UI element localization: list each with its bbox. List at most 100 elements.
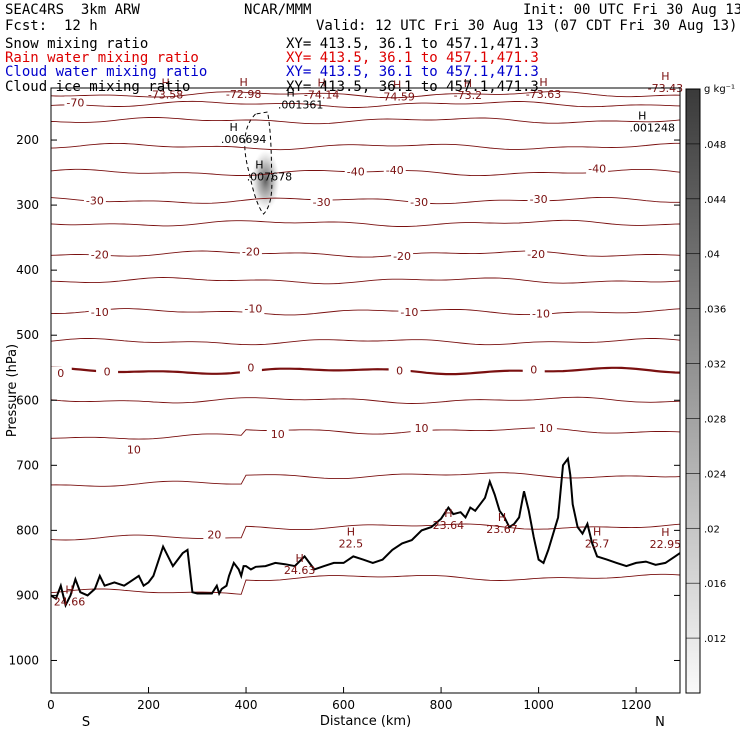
isotherm-line (51, 308, 680, 316)
contour-label: -20 (91, 249, 109, 262)
y-tick-label: 900 (16, 588, 39, 602)
y-tick-label: 200 (16, 133, 39, 147)
precip-shading-maximum (251, 150, 280, 211)
extremum-marker: H (239, 76, 247, 89)
contour-label: -10 (400, 306, 418, 319)
isotherm-line (51, 573, 680, 595)
isotherm-line (51, 366, 680, 376)
contour-label-bg (530, 307, 553, 320)
contour-label: 0 (247, 362, 254, 375)
x-tick-label: 400 (235, 698, 258, 712)
colorbar-unit: g kg⁻¹ (704, 84, 735, 95)
maximum-marker: H (255, 159, 263, 172)
contour-label: 0 (396, 364, 403, 377)
x-tick-label: 1200 (621, 698, 652, 712)
contour-label: 10 (127, 444, 141, 457)
colorbar-label: .04 (704, 250, 720, 261)
contour-label-bg (310, 195, 333, 208)
colorbar-label: .048 (704, 140, 726, 151)
contour-label-bg (388, 364, 411, 377)
plot-frame (50, 87, 681, 694)
extremum-marker: H (65, 583, 73, 596)
contour-label: -40 (347, 165, 365, 178)
contour-label: -20 (242, 245, 260, 258)
contour-label-bg (266, 428, 289, 441)
contour-label-bg (586, 162, 609, 175)
contour-label: -40 (386, 164, 404, 177)
isotherm-line (51, 472, 680, 487)
contour-label-bg (239, 361, 262, 374)
contour-label-bg (522, 363, 545, 376)
contour-label-bg (527, 193, 550, 206)
contour-label: -70 (66, 96, 84, 109)
extremum-value: -74.14 (304, 89, 339, 102)
contour-label-bg (203, 528, 226, 541)
extremum-marker: H (661, 70, 669, 83)
contour-label: -30 (410, 196, 428, 209)
colorbar-label: .032 (704, 360, 726, 371)
extremum-marker: H (498, 511, 506, 524)
extremum-value: 22.95 (650, 538, 682, 551)
x-tick-label: 600 (332, 698, 355, 712)
contour-label-bg (239, 245, 262, 258)
extremum-marker: H (661, 526, 669, 539)
isotherm-line (51, 117, 680, 125)
maximum-value: .001361 (278, 98, 324, 111)
field-name-snow: Snow mixing ratio (5, 36, 149, 52)
extremum-value: -73.43 (648, 82, 683, 95)
extremum-value: 23.67 (486, 523, 518, 536)
colorbar-label: .024 (704, 469, 726, 480)
contour-label-bg (383, 163, 406, 176)
extremum-value: -74.59 (379, 91, 414, 104)
isotherm-line (51, 523, 680, 541)
extremum-marker: H (317, 77, 325, 90)
contour-label-bg (242, 302, 265, 315)
extremum-marker: H (464, 77, 472, 90)
extremum-marker: H (444, 507, 452, 520)
contour-label-bg (391, 249, 414, 262)
isotherm-line (51, 338, 680, 346)
contour-label: -30 (313, 196, 331, 209)
contour-label-bg (88, 248, 111, 261)
y-tick-label: 800 (16, 523, 39, 537)
field-name-cloud-water: Cloud water mixing ratio (5, 64, 208, 80)
colorbar-label: .02 (704, 524, 720, 535)
contour-label: -20 (527, 248, 545, 261)
extremum-value: -73.63 (526, 88, 561, 101)
contour-label-bg (122, 443, 145, 456)
extremum-marker: H (161, 77, 169, 90)
contour-label-bg (96, 365, 119, 378)
x-tick-label: 200 (137, 698, 160, 712)
contour-label: -10 (91, 306, 109, 319)
field-xy-cloud-water: XY= 413.5, 36.1 to 457.1,471.3 (286, 64, 539, 80)
y-tick-label: 500 (16, 328, 39, 342)
field-xy-snow: XY= 413.5, 36.1 to 457.1,471.3 (286, 36, 539, 52)
y-tick-label: 400 (16, 263, 39, 277)
isotherm-line (51, 91, 680, 99)
isotherm-line (51, 100, 680, 108)
contour-label: 10 (271, 428, 285, 441)
model-title: SEAC4RS 3km ARW (5, 2, 140, 18)
contour-label: 10 (415, 422, 429, 435)
contour-label: -10 (532, 308, 550, 321)
y-tick-label: 300 (16, 198, 39, 212)
contour-label: -20 (393, 250, 411, 263)
extremum-value: 24.66 (54, 595, 86, 608)
extremum-value: 22.5 (339, 537, 364, 550)
extremum-value: -72.98 (226, 88, 261, 101)
field-name-cloud-ice: Cloud ice mixing ratio (5, 79, 191, 95)
colorbar (685, 88, 701, 694)
y-tick-label: 1000 (8, 653, 39, 667)
contour-label: 10 (539, 422, 553, 435)
extremum-value: -73.58 (148, 89, 183, 102)
extremum-marker: H (393, 79, 401, 92)
y-tick-label: 700 (16, 458, 39, 472)
isotherm-line (51, 250, 680, 258)
maximum-value: .006694 (221, 133, 267, 146)
contour-label: 0 (530, 364, 537, 377)
contour-label-bg (344, 165, 367, 178)
init-time: Init: 00 UTC Fri 30 Aug 13 (523, 2, 740, 18)
x-tick-label: 800 (430, 698, 453, 712)
contour-label: -40 (588, 163, 606, 176)
